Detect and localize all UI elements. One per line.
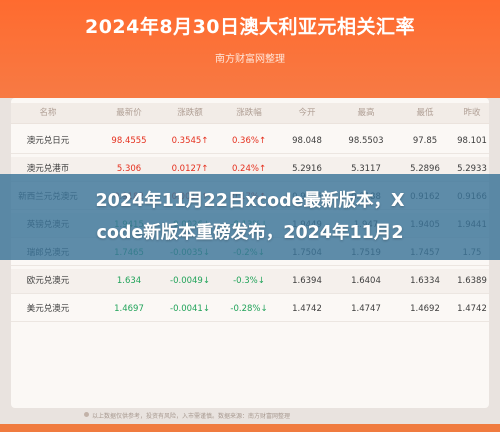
currency-pair-name: 美元兑澳元	[26, 304, 70, 314]
table-row: 美元兑澳元 1.4697 -0.0041↓ -0.28%↓ 1.4742 1.4747 1.…	[11, 297, 489, 322]
table-cell: 1.6334	[410, 276, 440, 286]
header-banner: 2024年8月30日澳大利亚元相关汇率 南方财富网整理	[0, 0, 500, 98]
table-cell: -0.0049↓	[170, 276, 210, 286]
footnote: 以上数据仅供参考，投资有风险，入市需谨慎。数据来源：南方财富网整理	[92, 413, 291, 420]
table-cell: -0.0041↓	[170, 304, 210, 314]
table-cell: 5.2933	[457, 164, 487, 174]
table-cell: 1.4742	[292, 304, 322, 314]
table-cell: 1.6404	[351, 276, 381, 286]
table-cell: -0.28%↓	[230, 304, 268, 314]
table-cell: 5.2896	[410, 164, 440, 174]
table-cell: 0.0127↑	[171, 164, 209, 174]
table-cell: 98.4555	[111, 136, 147, 146]
table-cell: 98.048	[292, 136, 322, 146]
table-cell: 5.306	[116, 164, 142, 174]
table-row: 澳元兑日元 98.4555 0.3545↑ 0.36%↑ 98.048 98.5503 97…	[11, 129, 489, 154]
table-cell: 5.3117	[351, 164, 381, 174]
column-header: 最低	[416, 108, 434, 118]
table-cell: 0.36%↑	[231, 136, 267, 146]
table-cell: 97.85	[412, 136, 438, 146]
column-header: 今开	[298, 108, 316, 118]
table-cell: 98.5503	[348, 136, 384, 146]
info-icon	[84, 412, 89, 417]
page-subtitle: 南方财富网整理	[215, 54, 285, 65]
table-cell: 1.4692	[410, 304, 440, 314]
overlay-line-2: code新版本重磅发布，2024年11月2	[96, 223, 404, 243]
article-title-overlay[interactable]: 2024年11月22日xcode最新版本，X code新版本重磅发布，2024年…	[0, 174, 500, 260]
bottom-strip	[0, 424, 500, 432]
table-cell: 98.101	[457, 136, 487, 146]
page-title: 2024年8月30日澳大利亚元相关汇率	[84, 16, 416, 38]
column-header: 涨跌额	[177, 108, 203, 118]
table-row: 欧元兑澳元 1.634 -0.0049↓ -0.3%↓ 1.6394 1.6404 1.63…	[11, 269, 489, 294]
table-cell: -0.3%↓	[233, 276, 265, 286]
table-cell: 1.4697	[114, 304, 144, 314]
table-cell: 1.634	[116, 276, 142, 286]
table-cell: 5.2916	[292, 164, 322, 174]
overlay-line-1: 2024年11月22日xcode最新版本，X	[95, 191, 405, 211]
column-header: 最高	[357, 108, 375, 118]
column-header: 昨收	[463, 108, 481, 118]
currency-pair-name: 欧元兑澳元	[26, 276, 70, 286]
currency-pair-name: 澳元兑日元	[26, 136, 70, 146]
table-cell: 0.3545↑	[171, 136, 209, 146]
table-cell: 0.24%↑	[231, 164, 267, 174]
currency-pair-name: 澳元兑港币	[26, 164, 70, 174]
column-header: 涨跌幅	[236, 108, 262, 118]
table-cell: 1.6389	[457, 276, 487, 286]
table-header: 名称 最新价 涨跌额 涨跌幅 今开 最高 最低 昨收	[11, 103, 489, 124]
table-cell: 1.6394	[292, 276, 322, 286]
table-cell: 1.4742	[457, 304, 487, 314]
table-cell: 1.4747	[351, 304, 381, 314]
column-header: 名称	[39, 108, 57, 118]
column-header: 最新价	[116, 108, 142, 118]
